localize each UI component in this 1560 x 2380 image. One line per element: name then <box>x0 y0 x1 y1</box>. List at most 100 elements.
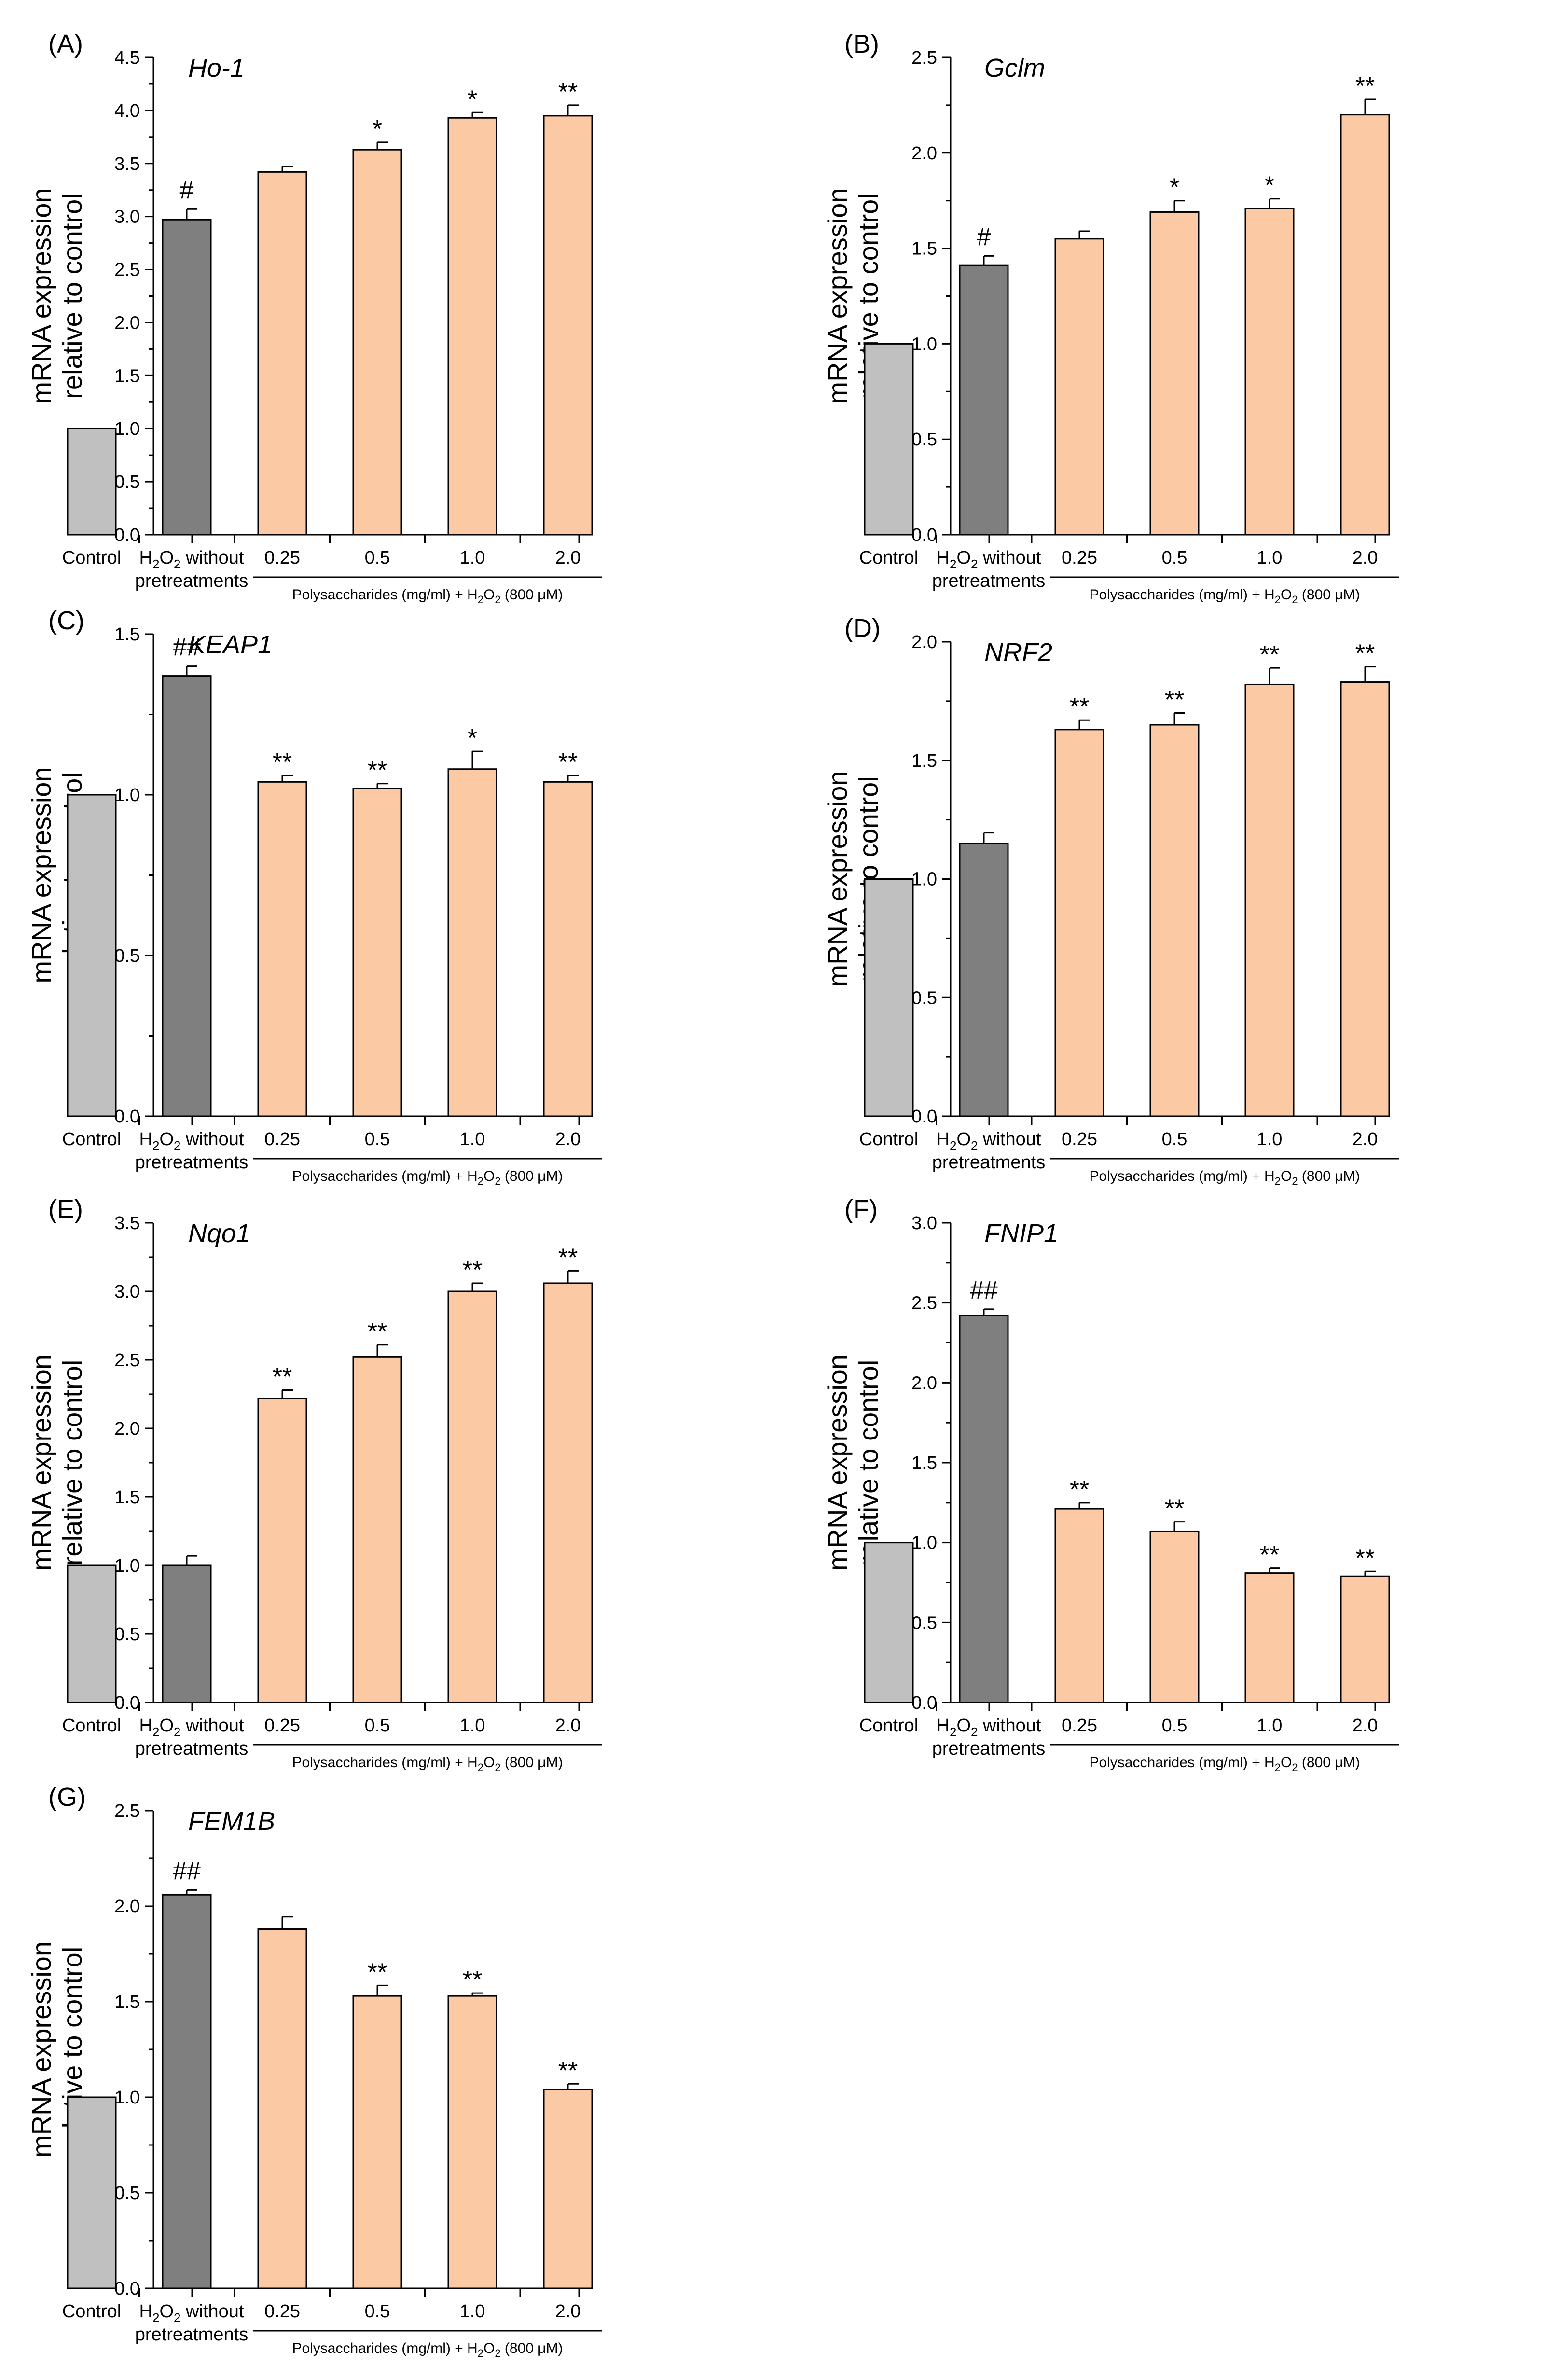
x-category-label: 0.5 <box>365 1129 390 1149</box>
bar <box>959 843 1009 1117</box>
x-category-label: Control <box>62 2301 122 2322</box>
significance-label: ** <box>273 1363 292 1391</box>
x-category-label: 0.25 <box>1062 1129 1097 1149</box>
panel-label: (B) <box>844 29 879 58</box>
group-label: Polysaccharides (mg/ml) + H2O2 (800 μM) <box>292 587 563 606</box>
y-tick-label: 1.0 <box>114 1556 140 1576</box>
x-category-label: 1.0 <box>460 548 485 568</box>
x-category-label: 1.0 <box>1257 1129 1283 1149</box>
y-tick-label: 0.0 <box>114 525 140 545</box>
bar <box>543 1282 593 1703</box>
x-category-label-part: 2 <box>971 1725 978 1739</box>
y-tick-label: 2.0 <box>911 143 937 164</box>
y-tick-label: 1.5 <box>114 1992 140 2012</box>
y-tick-label: 2.0 <box>911 1373 937 1393</box>
group-label-part: (800 μM) <box>501 1755 563 1771</box>
x-category-label-part: H <box>937 548 950 568</box>
x-category-label-part: without <box>978 1129 1041 1149</box>
y-axis-label-line: mRNA expression <box>822 1355 853 1571</box>
x-category-label-part: 2 <box>174 1725 180 1739</box>
significance-label: ## <box>173 1857 201 1885</box>
y-tick-label: 3.0 <box>911 1213 937 1233</box>
y-tick-label: 0.5 <box>911 429 937 450</box>
bar <box>257 1398 307 1703</box>
bar <box>67 2096 117 2289</box>
bar <box>447 117 497 536</box>
significance-label: ** <box>558 748 578 776</box>
x-category-label: 0.25 <box>264 548 300 568</box>
y-axis-label: mRNA expressionrelative to control <box>26 1355 87 1571</box>
y-tick-label: 0.0 <box>911 1107 937 1127</box>
group-label: Polysaccharides (mg/ml) + H2O2 (800 μM) <box>1089 587 1360 606</box>
x-category-label: Control <box>62 548 122 568</box>
y-axis-label-line: relative to control <box>853 1360 884 1565</box>
significance-label: ** <box>1260 641 1279 669</box>
x-category-label: H2O2 without <box>139 1716 244 1739</box>
bar <box>1244 1572 1295 1703</box>
x-category-label-part: 2 <box>950 557 956 571</box>
gene-label: Ho-1 <box>188 54 245 83</box>
group-label: Polysaccharides (mg/ml) + H2O2 (800 μM) <box>292 1168 563 1187</box>
x-category-label-part: O <box>956 1129 971 1149</box>
gene-label: KEAP1 <box>188 630 272 659</box>
group-label-part: 2 <box>1275 594 1281 606</box>
y-tick-label: 2.0 <box>114 1419 140 1439</box>
x-category-label-part: 2 <box>174 1138 180 1153</box>
x-category-label: H2O2 without <box>937 1129 1041 1153</box>
bar <box>257 1928 307 2289</box>
y-tick-label: 1.5 <box>114 366 140 386</box>
bar <box>67 794 117 1117</box>
significance-label: ** <box>1355 1544 1375 1572</box>
y-axis-label-line: mRNA expression <box>26 767 56 983</box>
x-category-label: 0.5 <box>365 2301 390 2322</box>
group-label-part: O <box>483 1168 495 1184</box>
group-label-part: Polysaccharides (mg/ml) + H <box>292 1755 477 1771</box>
y-tick-label: 4.5 <box>114 48 140 68</box>
x-category-label: 2.0 <box>555 548 581 568</box>
group-label-part: Polysaccharides (mg/ml) + H <box>292 2340 477 2356</box>
x-category-label: 1.0 <box>460 2301 485 2322</box>
x-category-label: 1.0 <box>460 1129 485 1149</box>
x-category-label-part: 2 <box>152 557 159 571</box>
y-axis-label-line: mRNA expression <box>822 771 853 987</box>
x-category-label-part: H <box>937 1129 950 1149</box>
x-category-label: pretreatments <box>932 571 1045 591</box>
significance-label: ** <box>1070 693 1089 721</box>
group-label-part: O <box>1281 1755 1292 1771</box>
group-label-part: (800 μM) <box>1298 587 1360 603</box>
bar <box>447 1290 497 1703</box>
y-tick-label: 2.5 <box>114 260 140 280</box>
x-category-label: H2O2 without <box>139 1129 244 1153</box>
x-category-label: 0.5 <box>1162 1129 1187 1149</box>
bar <box>447 1995 497 2289</box>
group-label-part: (800 μM) <box>501 587 563 603</box>
y-tick-label: 1.5 <box>911 239 937 259</box>
x-category-label: 2.0 <box>555 1716 581 1736</box>
group-label: Polysaccharides (mg/ml) + H2O2 (800 μM) <box>1089 1755 1360 1773</box>
bar <box>1149 1530 1200 1703</box>
significance-label: * <box>468 724 477 752</box>
group-label-part: (800 μM) <box>501 2340 563 2356</box>
significance-label: # <box>180 176 194 204</box>
bar <box>864 343 914 536</box>
group-label-part: 2 <box>1275 1175 1281 1187</box>
significance-label: # <box>977 223 991 251</box>
bar <box>864 1542 914 1703</box>
bar <box>257 171 307 536</box>
significance-label: ** <box>368 757 387 785</box>
group-label-part: 2 <box>1275 1761 1281 1773</box>
bar <box>1340 114 1390 536</box>
y-tick-label: 3.5 <box>114 1213 140 1233</box>
y-tick-label: 0.5 <box>114 1624 140 1645</box>
y-tick-label: 0.5 <box>114 946 140 966</box>
bar <box>1244 208 1295 536</box>
x-category-label-part: without <box>180 1129 244 1149</box>
group-label-part: 2 <box>1292 1761 1298 1773</box>
x-category-label: 0.5 <box>365 1716 390 1736</box>
x-category-label-part: without <box>180 548 244 568</box>
group-label-part: 2 <box>478 594 483 606</box>
group-label-part: 2 <box>1292 1175 1298 1187</box>
x-category-label-part: H <box>139 548 152 568</box>
y-tick-label: 0.0 <box>114 1107 140 1127</box>
y-axis-label-line: mRNA expression <box>26 188 56 404</box>
